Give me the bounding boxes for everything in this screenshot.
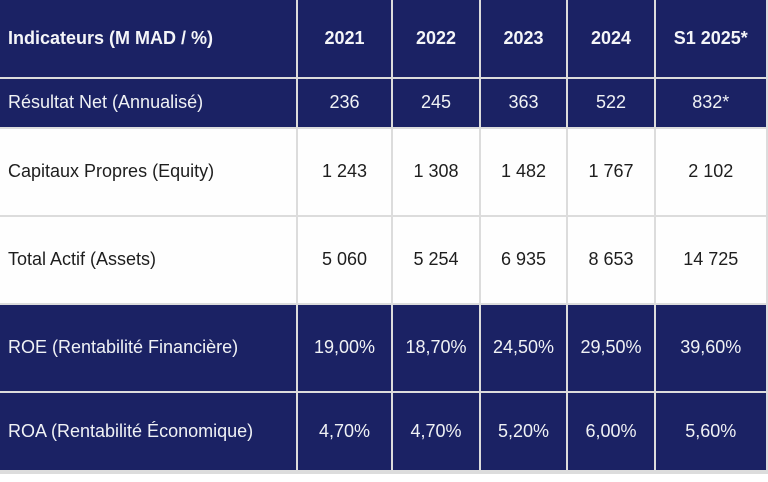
cell-value: 1 243 bbox=[296, 127, 393, 217]
cell-value: 4,70% bbox=[296, 391, 393, 474]
cell-value: 24,50% bbox=[479, 303, 568, 393]
cell-value: 14 725 bbox=[654, 215, 768, 305]
cell-value: 1 308 bbox=[391, 127, 481, 217]
row-label: ROE (Rentabilité Financière) bbox=[0, 303, 298, 393]
row-label: Résultat Net (Annualisé) bbox=[0, 77, 298, 129]
cell-value: 4,70% bbox=[391, 391, 481, 474]
table-row: ROE (Rentabilité Financière) 19,00% 18,70%… bbox=[0, 303, 768, 393]
cell-value: 363 bbox=[479, 77, 568, 129]
table-row: Total Actif (Assets) 5 060 5 254 6 935 8 653… bbox=[0, 215, 768, 305]
cell-value: 29,50% bbox=[566, 303, 656, 393]
cell-value: 1 767 bbox=[566, 127, 656, 217]
cell-value: 19,00% bbox=[296, 303, 393, 393]
header-year-column: 2021 bbox=[296, 0, 393, 79]
cell-value: 5 254 bbox=[391, 215, 481, 305]
header-indicators-label: Indicateurs (M MAD / %) bbox=[0, 0, 298, 79]
table-header-row: Indicateurs (M MAD / %) 2021 2022 2023 2024 S… bbox=[0, 0, 768, 79]
cell-value: 5,20% bbox=[479, 391, 568, 474]
cell-value: 1 482 bbox=[479, 127, 568, 217]
cell-value: 39,60% bbox=[654, 303, 768, 393]
cell-value: 832* bbox=[654, 77, 768, 129]
row-label: Total Actif (Assets) bbox=[0, 215, 298, 305]
header-year-column: 2024 bbox=[566, 0, 656, 79]
header-year-column: S1 2025* bbox=[654, 0, 768, 79]
cell-value: 236 bbox=[296, 77, 393, 129]
cell-value: 522 bbox=[566, 77, 656, 129]
cell-value: 6,00% bbox=[566, 391, 656, 474]
cell-value: 5,60% bbox=[654, 391, 768, 474]
header-year-column: 2022 bbox=[391, 0, 481, 79]
table-row: Capitaux Propres (Equity) 1 243 1 308 1 482… bbox=[0, 127, 768, 217]
cell-value: 6 935 bbox=[479, 215, 568, 305]
row-label: Capitaux Propres (Equity) bbox=[0, 127, 298, 217]
cell-value: 5 060 bbox=[296, 215, 393, 305]
header-year-column: 2023 bbox=[479, 0, 568, 79]
cell-value: 2 102 bbox=[654, 127, 768, 217]
cell-value: 245 bbox=[391, 77, 481, 129]
table-row: ROA (Rentabilité Économique) 4,70% 4,70% 5,… bbox=[0, 391, 768, 474]
cell-value: 8 653 bbox=[566, 215, 656, 305]
cell-value: 18,70% bbox=[391, 303, 481, 393]
row-label: ROA (Rentabilité Économique) bbox=[0, 391, 298, 474]
table-row: Résultat Net (Annualisé) 236 245 363 522 832* bbox=[0, 77, 768, 129]
